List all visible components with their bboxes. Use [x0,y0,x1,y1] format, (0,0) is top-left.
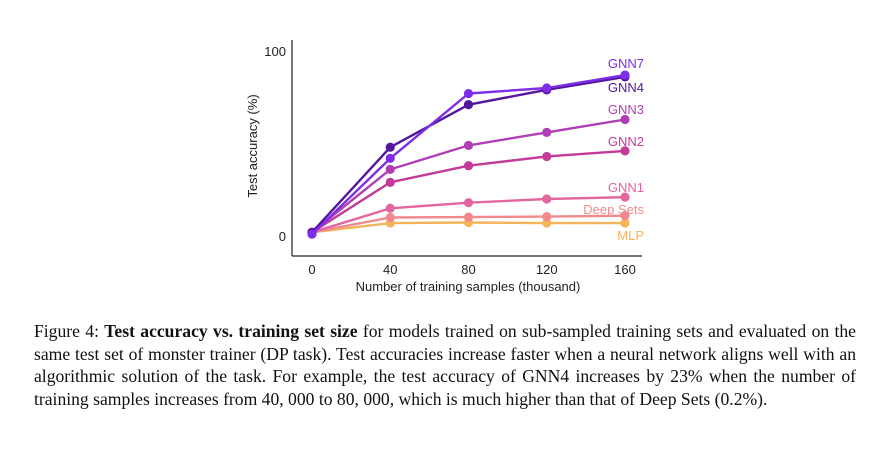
data-point-gnn7 [463,88,474,99]
caption-text: for models trained on sub-sampled traini… [34,321,856,409]
x-tick-label: 40 [383,262,397,277]
series-label-mlp: MLP [617,228,644,243]
data-point-gnn1 [542,194,552,204]
series-label-deep-sets: Deep Sets [583,202,644,217]
data-point-gnn7 [385,153,395,163]
data-point-gnn2 [463,161,474,171]
series-label-gnn2: GNN2 [608,134,644,149]
data-point-mlp [620,218,630,228]
data-point-gnn7 [542,83,552,93]
y-axis-label: Test accuracy (%) [245,94,260,197]
chart-series [307,70,630,239]
x-tick-label: 160 [614,262,636,277]
caption-figure-label: Figure 4: [34,321,105,341]
data-point-gnn3 [385,164,395,174]
data-point-gnn2 [385,177,395,187]
series-label-gnn3: GNN3 [608,102,644,117]
chart-axes: 0 40 80 120 160 0 100 Number of training sample… [245,40,642,294]
chart-series-labels: GNN7 GNN4 GNN3 GNN2 GNN1 Deep Sets MLP [583,56,644,243]
x-tick-label: 120 [536,262,558,277]
data-point-deep-sets [463,212,474,222]
data-point-mlp [542,218,552,228]
series-label-gnn4: GNN4 [608,80,644,95]
figure-caption: Figure 4: Test accuracy vs. training set… [34,320,856,410]
data-point-gnn3 [542,127,552,137]
data-point-gnn3 [463,140,474,150]
x-tick-label: 80 [461,262,475,277]
series-label-gnn7: GNN7 [608,56,644,71]
data-point-deep-sets [542,211,552,222]
data-point-gnn1 [463,198,474,208]
data-point-gnn1 [620,192,630,202]
data-point-gnn7 [620,70,630,80]
data-point-gnn1 [385,203,395,213]
series-label-gnn1: GNN1 [608,180,644,195]
data-point-gnn2 [620,146,630,156]
data-point-deep-sets [385,212,395,223]
y-tick-label: 100 [264,44,286,59]
data-point-deep-sets [620,211,630,221]
caption-bold-title: Test accuracy vs. training set size [104,321,358,341]
data-point-gnn3 [620,114,630,125]
data-point-gnn2 [542,151,552,162]
line-chart: 0 40 80 120 160 0 100 Number of training sample… [245,40,644,294]
data-point-gnn4 [385,142,395,152]
x-axis-label: Number of training samples (thousand) [356,279,581,294]
y-tick-label: 0 [279,229,286,244]
data-point-gnn7 [307,229,317,239]
x-tick-label: 0 [308,262,315,277]
data-point-gnn4 [463,100,474,110]
